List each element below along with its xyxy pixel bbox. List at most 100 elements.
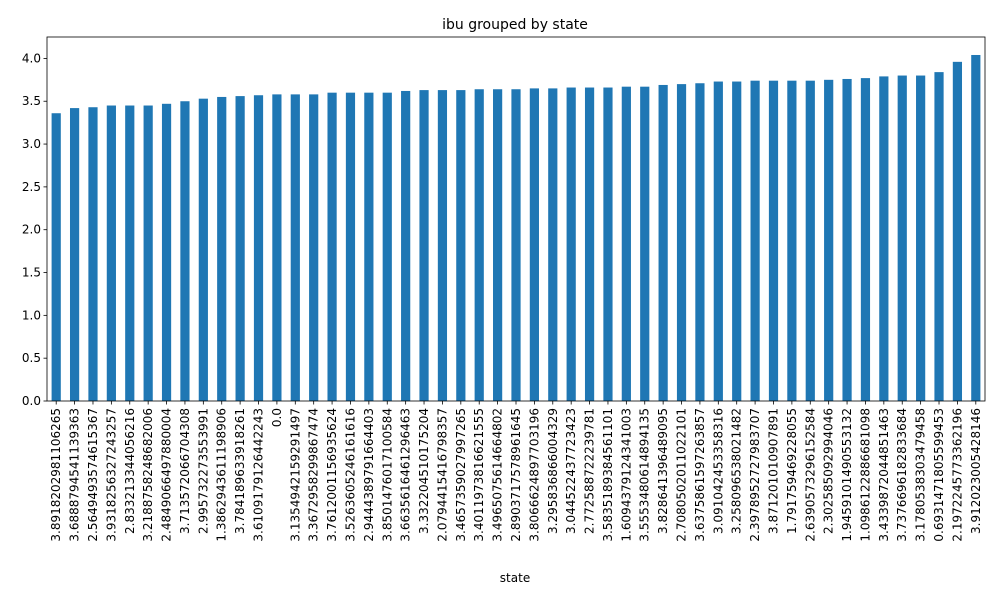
chart-title: ibu grouped by state <box>442 17 588 33</box>
bar <box>897 75 907 401</box>
bar <box>732 81 742 401</box>
bar <box>106 105 116 402</box>
bar <box>529 88 539 401</box>
x-tick-label: 0.6931471805599453 <box>932 408 946 542</box>
y-tick-label: 3.0 <box>22 137 41 151</box>
x-tick-label: 1.0986122886681098 <box>858 408 872 542</box>
x-tick-label: 3.044522437723423 <box>564 408 578 534</box>
bar <box>474 89 484 402</box>
x-tick-label: 3.6109179126442243 <box>252 408 266 542</box>
bar <box>548 88 558 401</box>
y-tick-label: 4.0 <box>22 51 41 65</box>
bar <box>842 78 852 401</box>
bar <box>125 105 135 402</box>
x-tick-label: 3.5263605246161616 <box>343 408 357 542</box>
y-tick-label: 1.0 <box>22 308 41 322</box>
y-tick-label: 0.0 <box>22 394 41 408</box>
x-tick-label: 1.791759469228055 <box>785 408 799 534</box>
x-axis-label: state <box>500 571 530 585</box>
bar <box>621 86 631 402</box>
bar <box>768 80 779 402</box>
x-tick-label: 2.995732273553991 <box>196 408 210 534</box>
bar <box>401 90 411 402</box>
x-tick-label: 3.6375861597263857 <box>693 408 707 542</box>
bar <box>805 80 815 402</box>
bar <box>934 72 944 402</box>
bar <box>235 96 245 401</box>
x-tick-label: 2.3978952727983707 <box>748 408 762 542</box>
x-tick-label: 3.295836866004329 <box>546 408 560 534</box>
bar <box>603 87 613 401</box>
bar <box>382 92 392 402</box>
bar <box>327 92 337 402</box>
x-tick-label: 3.8066624897703196 <box>527 408 541 542</box>
x-tick-label: 3.4339872044851463 <box>877 408 891 542</box>
x-tick-label: 2.302585092994046 <box>822 408 836 534</box>
x-tick-label: 3.713572066704308 <box>178 408 192 534</box>
bar <box>198 98 208 402</box>
bar <box>143 105 153 402</box>
x-tick-label: 3.2188758248682006 <box>141 408 155 542</box>
x-tick-label: 3.8501476017100584 <box>380 408 394 542</box>
x-axis: 3.8918202981106265 3.6888794541139363 2.56… <box>49 401 983 542</box>
x-tick-label: 3.258096538021482 <box>730 408 744 534</box>
bar <box>916 75 926 401</box>
x-tick-label: 2.7080502011022101 <box>675 408 689 542</box>
bar <box>180 101 190 402</box>
bar <box>860 78 871 402</box>
x-tick-label: 1.9459101490553132 <box>840 408 854 542</box>
bar <box>676 84 687 402</box>
bar <box>88 107 98 401</box>
bar <box>437 90 448 401</box>
x-tick-label: 2.6390573296152584 <box>803 408 817 542</box>
bar <box>161 103 172 402</box>
x-tick-label: 2.9444389791664403 <box>362 408 376 542</box>
x-tick-label: 3.4965075614664802 <box>491 408 505 542</box>
y-tick-label: 3.5 <box>22 94 41 108</box>
y-tick-label: 0.5 <box>22 351 41 365</box>
x-tick-label: 1.6094379124341003 <box>619 408 633 542</box>
x-tick-label: 3.332204510175204 <box>417 408 431 534</box>
bar <box>493 89 503 402</box>
bar <box>456 90 466 401</box>
x-tick-label: 3.9318256327243257 <box>104 408 118 542</box>
bar <box>364 92 374 402</box>
x-tick-label: 2.1972245773362196 <box>950 408 964 542</box>
bar <box>253 95 264 402</box>
x-tick-label: 3.1354942159291497 <box>288 408 302 542</box>
x-tick-label: 2.772588722239781 <box>583 408 597 534</box>
bar <box>511 89 521 402</box>
x-tick-label: 2.4849066497880004 <box>160 408 174 542</box>
bar <box>584 87 595 401</box>
x-tick-label: 3.1780538303479458 <box>914 408 928 542</box>
bar <box>217 96 227 401</box>
x-tick-label: 3.784189633918261 <box>233 408 247 534</box>
x-tick-label: 3.912023005428146 <box>969 408 983 534</box>
bar <box>952 61 963 402</box>
x-tick-label: 3.7376696182833684 <box>895 408 909 542</box>
y-tick-label: 1.5 <box>22 266 41 280</box>
bar <box>419 90 429 401</box>
x-tick-label: 3.6635616461296463 <box>399 408 413 542</box>
bar <box>750 80 760 402</box>
x-tick-label: 3.6888794541139363 <box>68 408 82 542</box>
bar <box>345 92 356 402</box>
y-axis: 0.0 0.5 1.0 1.5 2.0 2.5 3.0 3.5 4.0 <box>22 51 47 408</box>
bar <box>658 84 668 402</box>
x-tick-label: 2.0794415416798357 <box>435 408 449 542</box>
x-tick-label: 3.4657359027997265 <box>454 408 468 542</box>
bar <box>879 76 889 402</box>
bar <box>971 54 981 402</box>
bar <box>290 94 300 401</box>
x-tick-label: 2.5649493574615367 <box>86 408 100 542</box>
x-tick-label: 2.8903717578961645 <box>509 408 523 542</box>
bar <box>787 80 797 402</box>
x-tick-label: 0.0 <box>270 408 284 427</box>
bar <box>309 94 319 401</box>
x-tick-label: 3.871201010907891 <box>766 408 780 534</box>
bar <box>69 108 80 401</box>
x-tick-label: 3.7612001156935624 <box>325 408 339 542</box>
x-tick-label: 3.091042453358316 <box>711 408 725 534</box>
x-tick-label: 3.4011973816621555 <box>472 408 486 542</box>
